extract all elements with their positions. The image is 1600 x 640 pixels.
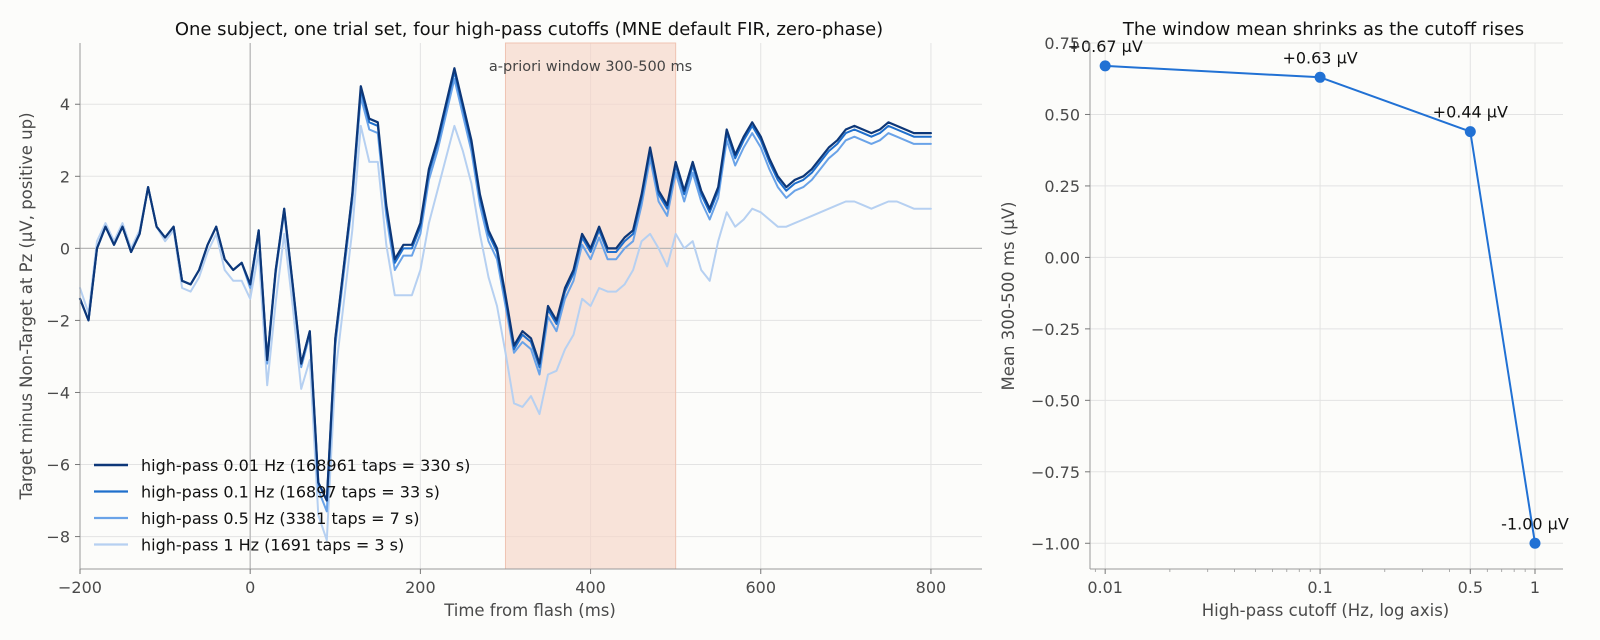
legend: high-pass 0.01 Hz (168961 taps = 330 s) h… [94, 456, 470, 555]
y-tick-label: −1.00 [1031, 534, 1080, 553]
y-tick-label: −4 [46, 383, 70, 402]
right-chart-title: The window mean shrinks as the cutoff ri… [1122, 19, 1524, 40]
y-tick-label: 0.00 [1044, 248, 1080, 267]
mean-trend-line [1105, 64, 1536, 544]
y-tick-label: 0 [60, 239, 70, 258]
y-tick-label: 0.50 [1044, 105, 1080, 124]
left-x-axis-label: Time from flash (ms) [443, 601, 616, 620]
legend-entry-2: high-pass 0.5 Hz (3381 taps = 7 s) [141, 509, 419, 528]
series-line-3 [79, 124, 932, 542]
y-tick-label: −6 [46, 456, 70, 475]
y-tick-label: −8 [46, 528, 70, 547]
left-chart-title: One subject, one trial set, four high-pa… [175, 19, 883, 40]
y-tick-label: 2 [60, 167, 70, 186]
erp-panel: a-priori window 300-500 ms −200 0 200 400 600… [17, 19, 982, 620]
data-point-0 [1099, 60, 1111, 72]
y-tick-label: 0.25 [1044, 177, 1080, 196]
x-tick-label: 600 [745, 578, 776, 597]
x-tick-label: 800 [916, 578, 947, 597]
x-tick-label: 400 [575, 578, 606, 597]
analysis-window-label: a-priori window 300-500 ms [489, 59, 692, 75]
x-tick-label: 1 [1530, 578, 1540, 597]
right-y-axis-label: Mean 300-500 ms (µV) [999, 202, 1018, 391]
data-label-0: +0.67 µV [1068, 37, 1143, 56]
x-tick-label: 0 [245, 578, 255, 597]
x-tick-label: −200 [58, 578, 102, 597]
y-tick-label: −0.25 [1031, 320, 1080, 339]
x-tick-label: 0.01 [1087, 578, 1123, 597]
y-tick-label: −2 [46, 311, 70, 330]
y-tick-label: −0.75 [1031, 463, 1080, 482]
y-tick-label: 4 [60, 95, 70, 114]
cutoff-panel: +0.67 µV +0.63 µV +0.44 µV -1.00 µV 0.01 0.1 0… [999, 19, 1569, 620]
data-label-2: +0.44 µV [1433, 103, 1508, 122]
legend-entry-1: high-pass 0.1 Hz (16897 taps = 33 s) [141, 483, 440, 502]
data-label-1: +0.63 µV [1282, 48, 1357, 67]
x-tick-label: 0.1 [1307, 578, 1332, 597]
legend-entry-3: high-pass 1 Hz (1691 taps = 3 s) [141, 536, 404, 555]
x-tick-label: 0.5 [1458, 578, 1483, 597]
series-line-0 [78, 67, 933, 502]
left-y-axis-label: Target minus Non-Target at Pz (µV, posit… [17, 112, 36, 500]
data-point-1 [1314, 71, 1326, 83]
data-point-2 [1464, 126, 1476, 138]
legend-entry-0: high-pass 0.01 Hz (168961 taps = 330 s) [141, 456, 470, 475]
right-x-axis-label: High-pass cutoff (Hz, log axis) [1202, 601, 1450, 620]
data-label-3: -1.00 µV [1501, 514, 1569, 533]
y-tick-label: −0.50 [1031, 391, 1080, 410]
x-tick-label: 200 [405, 578, 436, 597]
y-tick-label: 0.75 [1044, 34, 1080, 53]
data-point-3 [1529, 537, 1541, 549]
